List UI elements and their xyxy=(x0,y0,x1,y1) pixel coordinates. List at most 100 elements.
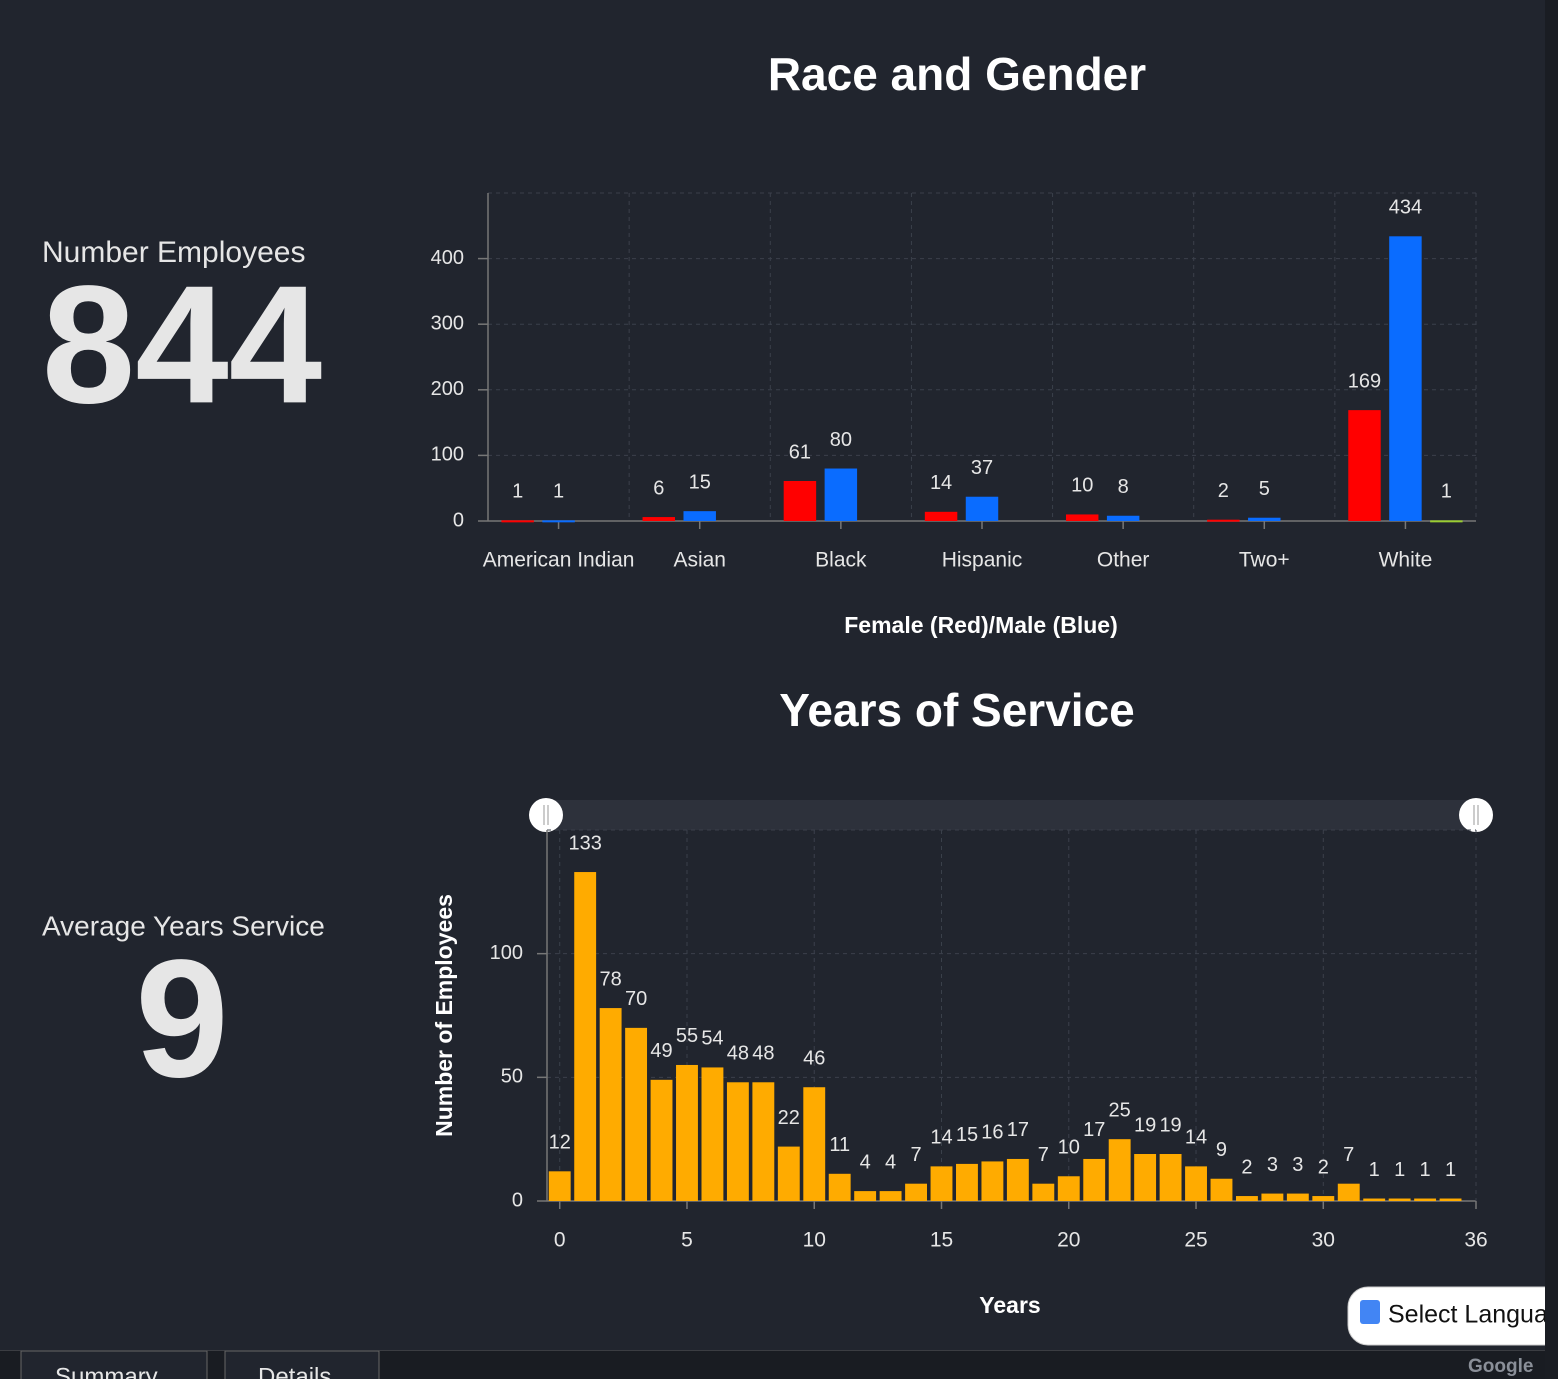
data-label: 61 xyxy=(789,441,811,463)
data-label: 12 xyxy=(549,1132,571,1154)
data-label: 1 xyxy=(512,481,523,503)
tab[interactable] xyxy=(20,1350,208,1379)
data-label: 15 xyxy=(689,471,711,493)
x-tick-label: Two+ xyxy=(1239,549,1290,572)
data-label: 1 xyxy=(1420,1159,1431,1181)
bar xyxy=(824,468,858,521)
bar xyxy=(676,1064,698,1201)
data-label: 46 xyxy=(803,1048,825,1070)
bar xyxy=(777,1146,800,1201)
bar xyxy=(1235,1196,1258,1201)
bar xyxy=(1057,1176,1080,1201)
bar xyxy=(1286,1193,1309,1201)
x-tick-label: White xyxy=(1379,549,1433,572)
translate-button[interactable] xyxy=(1347,1286,1558,1346)
translate-label[interactable]: Select Language xyxy=(1388,1301,1558,1329)
data-label: 3 xyxy=(1267,1154,1278,1176)
x-tick-label: Hispanic xyxy=(942,549,1023,572)
data-label: 10 xyxy=(1071,475,1093,497)
bar xyxy=(803,1087,826,1201)
y-axis-label: Number of Employees xyxy=(431,894,457,1137)
x-tick-label: 0 xyxy=(554,1229,566,1252)
data-label: 48 xyxy=(727,1043,749,1065)
scrollbar xyxy=(1545,0,1558,1379)
bar xyxy=(783,480,817,521)
x-tick-label: Asian xyxy=(673,549,726,572)
y-tick-label: 0 xyxy=(512,1189,523,1211)
x-axis-label: Years xyxy=(979,1292,1040,1318)
bar xyxy=(965,496,999,521)
bar xyxy=(650,1079,673,1201)
slider-handle[interactable] xyxy=(529,798,563,832)
data-label: 1 xyxy=(553,481,564,503)
y-tick-label: 50 xyxy=(501,1066,523,1088)
data-label: 37 xyxy=(971,457,993,479)
data-label: 11 xyxy=(829,1134,850,1156)
range-slider[interactable] xyxy=(547,800,1476,830)
data-label: 19 xyxy=(1159,1114,1181,1136)
data-label: 14 xyxy=(930,472,952,494)
bar xyxy=(924,511,958,521)
bar xyxy=(548,1171,571,1201)
bar xyxy=(599,1008,622,1201)
bar xyxy=(1032,1183,1055,1201)
chart-title: Years of Service xyxy=(779,684,1134,736)
bar xyxy=(625,1027,648,1201)
data-label: 133 xyxy=(568,832,601,854)
bar xyxy=(1106,515,1140,521)
slider-handle[interactable] xyxy=(1459,798,1493,832)
data-label: 10 xyxy=(1058,1137,1080,1159)
data-label: 55 xyxy=(676,1025,698,1047)
data-label: 1 xyxy=(1369,1159,1380,1181)
x-tick-label: 15 xyxy=(930,1229,953,1252)
bar xyxy=(1006,1158,1029,1201)
x-tick-label: 36 xyxy=(1464,1229,1487,1252)
indicator-label: Number Employees xyxy=(42,236,305,269)
indicator-label: Average Years Service xyxy=(42,910,325,941)
data-label: 17 xyxy=(1083,1119,1105,1141)
x-tick-label: American Indian xyxy=(483,549,635,572)
x-axis-label: Female (Red)/Male (Blue) xyxy=(844,612,1118,638)
bar xyxy=(1312,1196,1335,1201)
x-tick-label: Other xyxy=(1097,549,1150,572)
data-label: 80 xyxy=(830,429,852,451)
bar xyxy=(879,1191,902,1201)
bar xyxy=(828,1173,851,1201)
bar xyxy=(642,517,676,521)
data-label: 17 xyxy=(1007,1119,1029,1141)
bar xyxy=(1363,1198,1386,1201)
data-label: 49 xyxy=(650,1040,672,1062)
data-label: 16 xyxy=(981,1122,1003,1144)
data-label: 54 xyxy=(701,1028,723,1050)
data-label: 2 xyxy=(1218,480,1229,502)
bar xyxy=(956,1163,978,1201)
data-label: 9 xyxy=(1216,1139,1227,1161)
bar xyxy=(930,1166,953,1201)
data-label: 14 xyxy=(930,1127,952,1149)
data-label: 6 xyxy=(653,477,664,499)
bar xyxy=(1414,1198,1437,1201)
data-label: 5 xyxy=(1259,478,1270,500)
y-tick-label: 100 xyxy=(490,942,523,964)
x-tick-label: 20 xyxy=(1057,1229,1080,1252)
data-label: 70 xyxy=(625,988,647,1010)
bar xyxy=(542,520,575,523)
y-tick-label: 100 xyxy=(431,444,464,466)
brand: Google xyxy=(1468,1356,1533,1377)
data-label: 1 xyxy=(1441,481,1452,503)
bar xyxy=(1337,1183,1360,1201)
data-label: 169 xyxy=(1348,370,1381,392)
tab[interactable] xyxy=(224,1350,380,1379)
indicator-value: 9 xyxy=(135,924,228,1112)
bar xyxy=(905,1183,927,1201)
data-label: 1 xyxy=(1394,1159,1405,1181)
x-tick-label: 10 xyxy=(803,1229,826,1252)
translate-icon xyxy=(1360,1300,1380,1324)
tab-label[interactable]: Details xyxy=(258,1363,331,1379)
y-tick-label: 300 xyxy=(431,312,464,334)
tab-label[interactable]: Summary xyxy=(55,1363,158,1379)
data-label: 22 xyxy=(778,1107,800,1129)
data-label: 1 xyxy=(1445,1159,1456,1181)
